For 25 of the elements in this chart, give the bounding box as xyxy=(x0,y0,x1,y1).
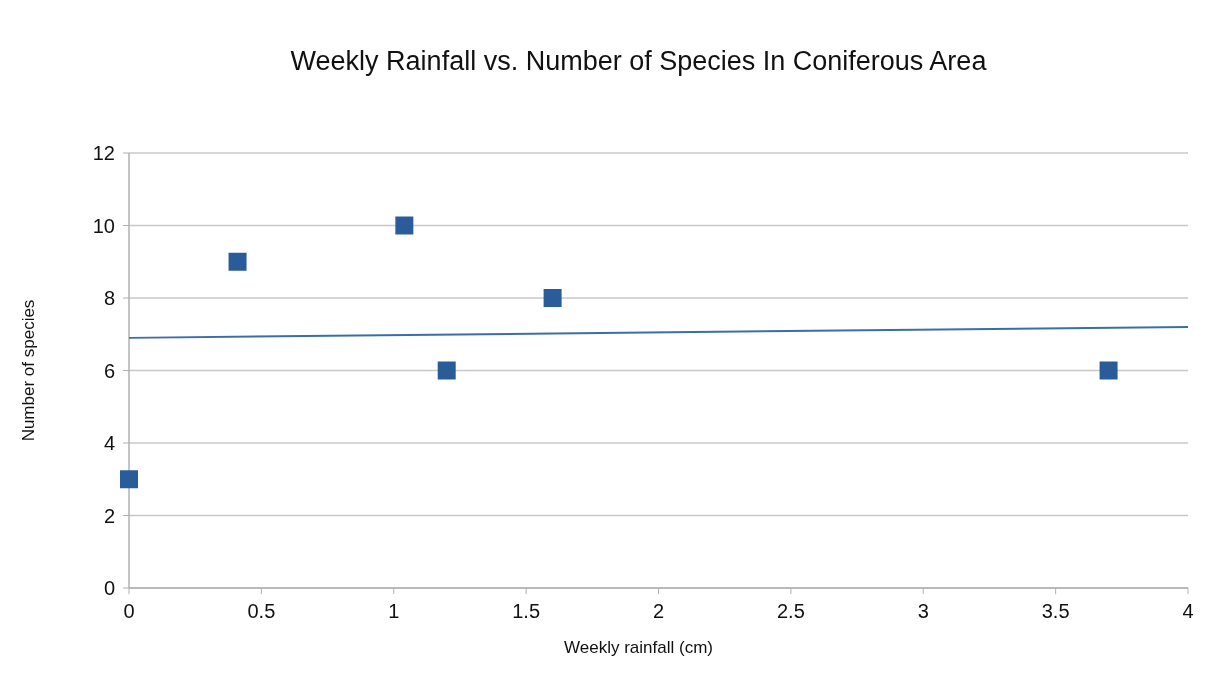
x-tick-label: 2.5 xyxy=(776,600,805,622)
point xyxy=(437,361,456,380)
y-tick-label: 8 xyxy=(103,287,115,309)
x-tick-label: 1 xyxy=(388,600,400,622)
x-tick-label: 3 xyxy=(917,600,929,622)
y-tick-label: 0 xyxy=(103,577,115,599)
x-tick-label: 0.5 xyxy=(247,600,276,622)
x-axis-title: Weekly rainfall (cm) xyxy=(564,638,713,657)
point xyxy=(543,289,562,307)
y-tick-label: 6 xyxy=(103,359,115,382)
y-tick-label: 12 xyxy=(92,142,115,164)
chart-title: Weekly Rainfall vs. Number of Species In Coniferous Area xyxy=(290,46,988,76)
x-tick-label: 3.5 xyxy=(1041,600,1070,622)
y-tick-label: 2 xyxy=(103,504,115,527)
point xyxy=(395,216,414,235)
point xyxy=(228,252,247,271)
y-tick-label: 10 xyxy=(92,214,115,237)
x-tick-label: 0 xyxy=(123,600,135,622)
x-tick-label: 4 xyxy=(1182,600,1194,622)
y-tick-label: 4 xyxy=(103,432,115,454)
point xyxy=(1099,361,1118,380)
y-axis-title: Number of species xyxy=(19,299,38,442)
x-tick-label: 1.5 xyxy=(512,600,541,622)
x-tick-label: 2 xyxy=(652,600,665,622)
point xyxy=(120,470,138,489)
